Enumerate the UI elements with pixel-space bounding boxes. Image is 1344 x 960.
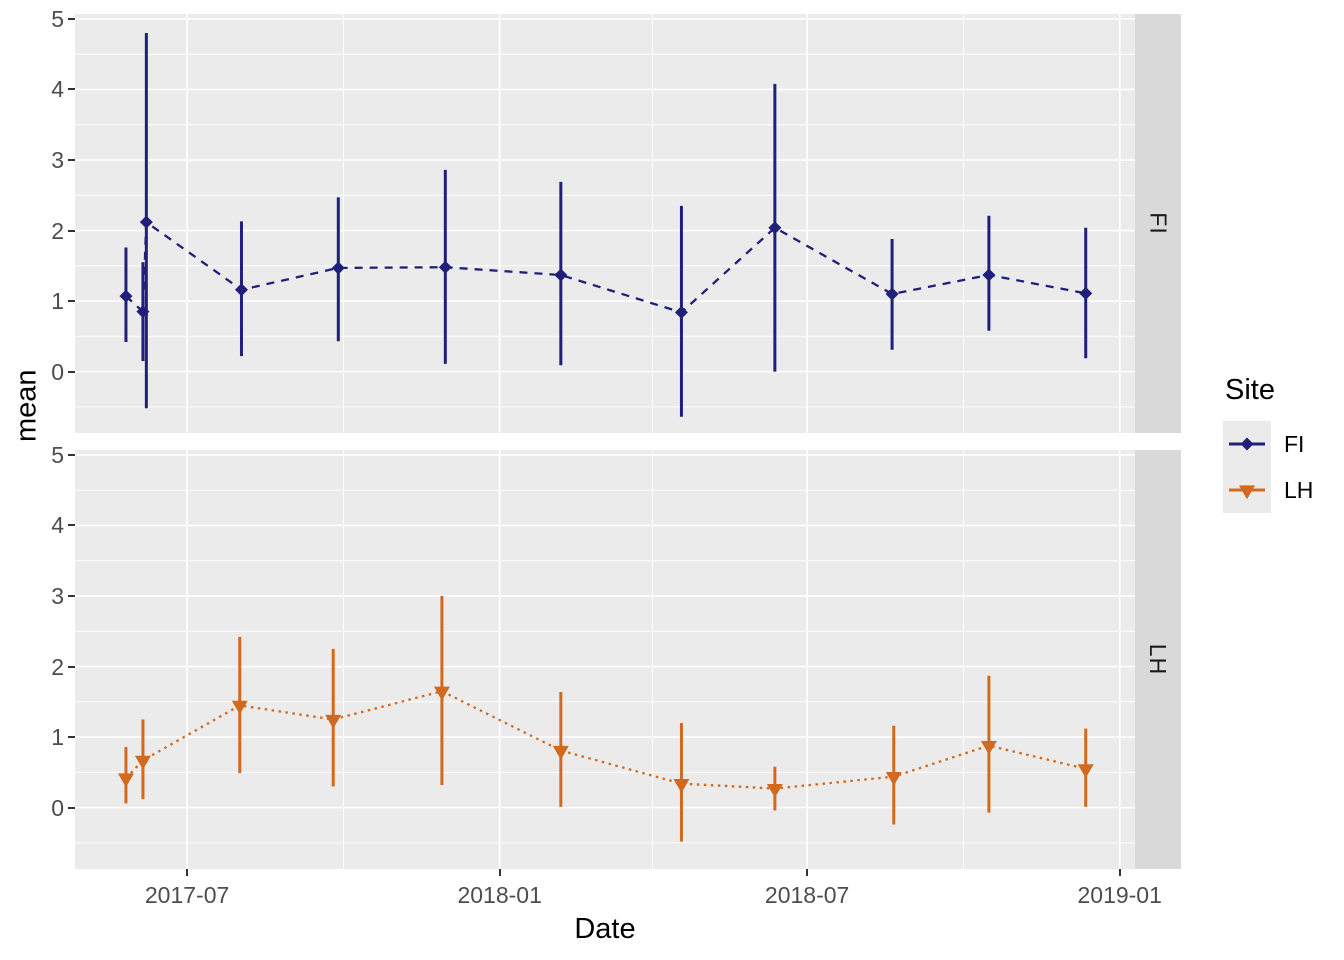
data-point-marker [139,215,153,229]
x-tick-label: 2019-01 [1077,882,1162,908]
facet-strip-fi-label: FI [1145,212,1172,235]
y-tick-mark [68,736,75,739]
legend-entry-fi: FI [1223,421,1343,467]
data-point-marker [331,261,345,275]
x-tick-mark [806,869,809,876]
y-tick-mark [68,370,75,373]
data-point-marker [674,305,688,319]
y-tick-label: 3 [51,147,64,173]
legend-key-fi [1223,421,1271,467]
panel-canvas-lh [75,450,1135,869]
y-tick-label: 0 [51,794,64,821]
y-tick-mark [68,665,75,668]
legend-entry-lh: LH [1223,467,1343,513]
y-tick-label: 4 [51,512,64,539]
data-point-marker [1077,764,1094,779]
facet-strip-lh: LH [1135,450,1181,869]
data-point-marker [234,283,248,297]
y-tick-mark [68,229,75,232]
legend-label-fi: FI [1284,430,1305,457]
y-tick-mark [68,806,75,809]
legend-title: Site [1225,374,1275,406]
legend-label-lh: LH [1284,476,1314,503]
y-tick-mark [68,159,75,161]
data-point-marker [673,779,690,793]
x-tick-mark [186,869,189,876]
data-point-marker [885,771,902,786]
legend-key-lh [1223,467,1271,513]
panel-canvas-fi [75,14,1135,433]
y-tick-label: 5 [51,441,64,468]
x-tick-mark [498,869,501,876]
facet-panel-fi [75,14,1135,433]
data-point-marker [768,221,782,235]
facet-panel-lh [75,450,1135,869]
data-point-marker [1079,286,1093,300]
y-tick-label: 2 [51,217,64,244]
y-tick-label: 4 [51,76,64,103]
series-line-lh [125,689,1086,790]
y-tick-mark [68,524,75,527]
data-point-marker [134,755,151,770]
y-tick-mark [68,595,75,597]
data-point-marker [885,287,899,301]
data-point-marker [136,305,150,319]
data-point-marker [119,289,133,303]
legend-key-glyph-lh [1229,485,1265,500]
x-axis-title: Date [574,913,636,945]
x-tick-label: 2018-07 [764,882,850,908]
y-tick-mark [68,453,75,456]
data-point-marker [766,783,783,798]
data-point-marker [433,686,450,701]
data-point-marker [325,714,342,729]
y-tick-mark [68,88,75,91]
x-tick-label: 2017-07 [144,882,230,908]
facet-strip-lh-label: LH [1145,643,1172,676]
data-point-marker [438,260,452,274]
data-point-marker [231,700,248,715]
data-point-marker [552,745,569,760]
y-tick-label: 0 [51,358,64,385]
data-point-marker [982,268,996,282]
legend-key-glyph-fi [1229,437,1265,451]
y-tick-label: 3 [51,583,64,609]
x-tick-mark [1118,869,1121,876]
y-tick-label: 5 [51,5,64,32]
series-line-fi [125,219,1086,315]
legend: Site FI LH [1223,374,1343,513]
y-tick-mark [68,300,75,303]
data-point-marker [980,740,997,755]
y-tick-mark [68,17,75,20]
y-tick-label: 1 [51,724,64,751]
data-point-marker [117,773,134,788]
diamond-marker-icon [1240,437,1254,451]
triangle-down-marker-icon [1239,485,1255,500]
facet-strip-fi: FI [1135,14,1181,433]
y-tick-label: 2 [51,653,64,680]
data-point-marker [554,268,568,282]
x-tick-label: 2018-01 [457,882,542,908]
y-tick-label: 1 [51,288,64,315]
